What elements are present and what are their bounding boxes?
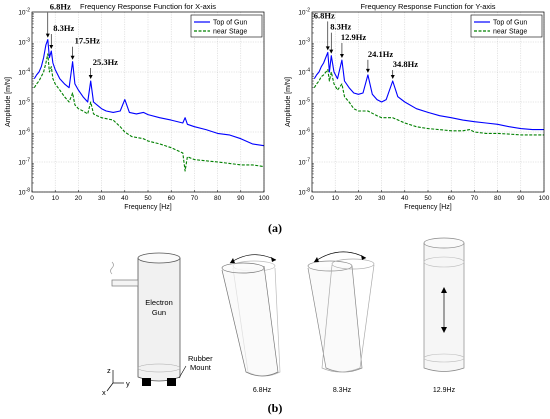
legend-entry: near Stage [213,29,247,36]
x-tick-label: 100 [259,195,270,202]
annotation-arrowhead [88,75,93,80]
x-tick-label: 30 [98,195,106,202]
x-axis-label: Frequency [Hz] [404,204,452,211]
annotation-arrowhead [339,54,344,59]
electron-gun-cylinder [137,252,181,382]
peak-annotation: 8.3Hz [53,23,74,33]
x-axis-label: Frequency [Hz] [124,204,172,211]
y-tick-label: 10-2 [298,8,310,17]
mode-label-12-9hz: 12.9Hz [433,387,456,394]
panel-label-b: (b) [268,401,283,415]
x-tick-label: 50 [144,195,152,202]
y-tick-label: 10-3 [18,38,30,47]
x-tick-label: 90 [517,195,525,202]
axis-x-label: x [102,388,106,397]
axis-z-label: z [107,366,111,375]
legend-entry: Top of Gun [213,20,247,27]
legend-entry: near Stage [493,29,527,36]
peak-annotation: 24.1Hz [368,49,393,59]
coordinate-axes-icon [106,370,124,392]
annotation-arrowhead [70,55,75,60]
x-tick-label: 20 [75,195,83,202]
annotation-arrowhead [365,68,370,73]
annotation-arrowhead [49,45,54,50]
x-tick-label: 70 [471,195,479,202]
x-tick-label: 90 [237,195,245,202]
x-tick-label: 50 [424,195,432,202]
x-tick-label: 70 [191,195,199,202]
peak-annotation: 34.8Hz [393,59,418,69]
rubber-mount-right [167,378,176,386]
series-line-near-stage [33,53,265,172]
mode-shape-8-3hz [307,251,375,373]
panel-label-a: (a) [268,221,282,235]
y-tick-label: 10-5 [298,98,310,107]
electron-gun-label-line2: Gun [152,308,166,317]
y-tick-label: 10-8 [18,188,30,197]
y-axis-label: Amplitude [m/N] [285,77,292,127]
annotation-arrowhead [390,75,395,80]
legend-entry: Top of Gun [493,20,527,27]
chart-y-axis: 0 10 20 30 40 50 60 70 80 90 100 10-8 10-7 10-6 10-5 10… [285,2,550,211]
x-tick-label: 80 [494,195,502,202]
x-tick-label: 100 [539,195,550,202]
x-tick-label: 60 [448,195,456,202]
annotation-arrowhead [325,46,330,51]
x-tick-label: 40 [121,195,129,202]
electron-gun-label-line1: Electron [145,298,173,307]
x-tick-label: 60 [168,195,176,202]
series-line-top-of-gun [33,39,265,147]
x-tick-label: 0 [310,195,314,202]
x-tick-label: 10 [52,195,60,202]
peak-annotation: 25.3Hz [93,57,118,67]
chart-x-axis: 0 10 20 30 40 50 60 70 80 90 100 10-8 10-7 10-6 10-5 10… [5,2,270,211]
annotation-arrowhead [329,49,334,54]
mode-shape-12-9hz [423,237,465,372]
rubber-mount-label-line1: Rubber [188,354,213,363]
y-tick-label: 10-6 [18,128,30,137]
annotation-arrowhead [45,33,50,38]
x-tick-label: 10 [332,195,340,202]
peak-annotation: 6.8Hz [314,10,335,20]
y-axis-label: Amplitude [m/N] [5,77,12,127]
y-tick-label: 10-6 [298,128,310,137]
y-tick-label: 10-4 [298,68,310,77]
y-tick-label: 10-3 [298,38,310,47]
rubber-mount-label-line2: Mount [190,363,212,372]
axis-y-label: y [126,379,130,388]
chart-title: Frequency Response Function for X-axis [80,2,216,11]
x-tick-label: 30 [378,195,386,202]
y-tick-label: 10-5 [18,98,30,107]
peak-annotation: 17.5Hz [75,36,100,46]
mode-label-6-8hz: 6.8Hz [253,387,272,394]
gun-side-port [110,261,139,287]
x-tick-label: 40 [401,195,409,202]
y-tick-label: 10-7 [18,158,30,167]
peak-annotation: 8.3Hz [330,22,351,32]
peak-annotation: 12.9Hz [341,32,366,42]
x-tick-label: 0 [30,195,34,202]
mode-label-8-3hz: 8.3Hz [333,387,352,394]
chart-title: Frequency Response Function for Y-axis [360,2,495,11]
y-tick-label: 10-2 [18,8,30,17]
mode-shape-6-8hz [221,254,281,377]
rubber-mount-left [142,378,151,386]
x-tick-label: 80 [214,195,222,202]
series-line-near-stage [313,69,544,136]
x-tick-label: 20 [355,195,363,202]
series-line-top-of-gun [313,51,544,131]
rubber-mount-leader [178,365,187,379]
peak-annotation: 6.8Hz [50,2,71,12]
mode-shape-diagram: Electron Gun Rubber Mount z y x 6.8Hz [102,237,465,397]
y-tick-label: 10-7 [298,158,310,167]
y-tick-label: 10-4 [18,68,30,77]
y-tick-label: 10-8 [298,188,310,197]
